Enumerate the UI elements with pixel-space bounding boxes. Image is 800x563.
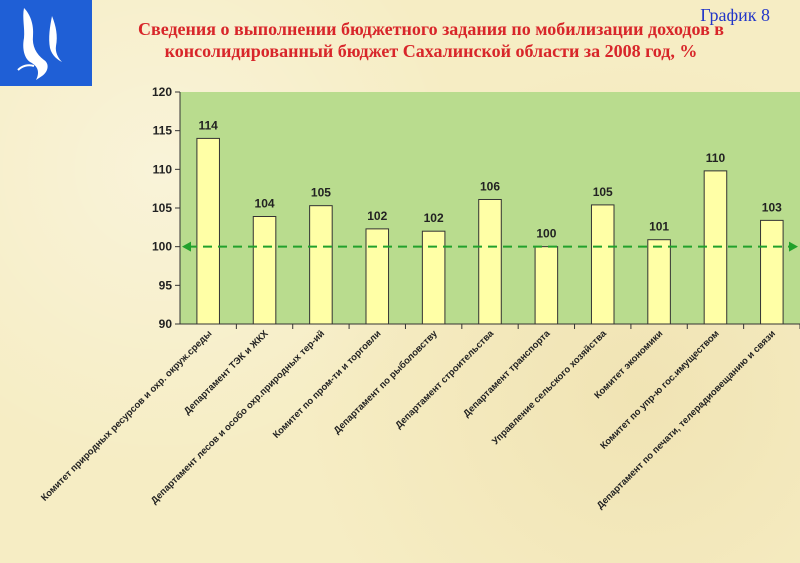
data-label: 102 bbox=[367, 209, 387, 223]
reference-line-arrow-right bbox=[789, 241, 798, 252]
category-label: Департамент по рыболовству bbox=[332, 328, 441, 437]
category-label: Управление сельского хозяйства bbox=[490, 328, 609, 447]
chart-title: Сведения о выполнении бюджетного задания… bbox=[137, 19, 725, 61]
data-label: 100 bbox=[536, 227, 556, 241]
data-label: 114 bbox=[199, 118, 219, 132]
bar bbox=[478, 198, 502, 325]
data-label: 106 bbox=[480, 179, 500, 193]
reference-line-arrow-left bbox=[182, 241, 191, 252]
y-tick-label: 110 bbox=[153, 162, 173, 176]
y-tick-label: 120 bbox=[152, 85, 172, 99]
data-label: 102 bbox=[424, 211, 444, 225]
y-tick-label: 100 bbox=[152, 240, 172, 254]
y-tick-label: 95 bbox=[159, 278, 173, 292]
category-label: Комитет по упр-ю гос.имуществом bbox=[598, 328, 721, 451]
data-label: 110 bbox=[706, 151, 726, 165]
y-tick-label: 115 bbox=[153, 124, 173, 138]
bar bbox=[252, 216, 277, 325]
data-label: 105 bbox=[311, 186, 331, 200]
bar bbox=[647, 239, 671, 325]
y-tick-label: 90 bbox=[159, 317, 173, 331]
y-tick-label: 105 bbox=[152, 201, 172, 215]
logo bbox=[0, 0, 92, 86]
bar bbox=[590, 204, 615, 325]
data-label: 103 bbox=[762, 200, 782, 214]
bar bbox=[421, 230, 446, 325]
data-label: 101 bbox=[649, 220, 669, 234]
bar bbox=[534, 246, 559, 325]
bar bbox=[760, 219, 784, 325]
chart-number: График 8 bbox=[700, 5, 770, 25]
bar bbox=[196, 137, 220, 325]
data-label: 105 bbox=[593, 185, 613, 199]
category-label: Департамент строительства bbox=[393, 328, 496, 431]
bar bbox=[309, 205, 333, 325]
data-label: 104 bbox=[255, 197, 275, 211]
bar bbox=[365, 228, 390, 325]
category-label: Комитет по пром-ти и торговли bbox=[271, 328, 384, 441]
sakhalin-island-emblem-icon bbox=[17, 8, 62, 80]
